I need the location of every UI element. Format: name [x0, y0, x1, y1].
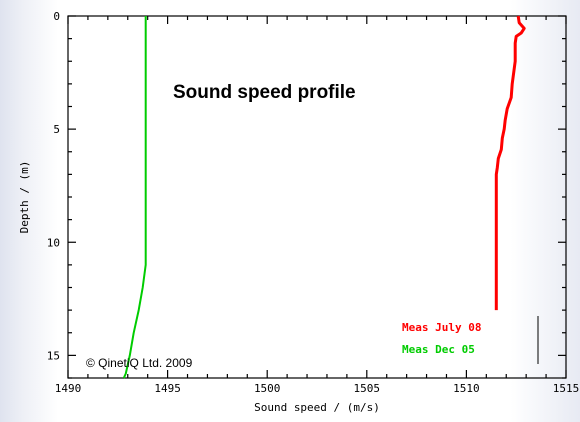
legend-label-july: Meas July 08 — [402, 321, 481, 334]
chart-title: Sound speed profile — [173, 82, 356, 103]
legend: Meas July 08 Meas Dec 05 — [402, 316, 539, 364]
x-tick-label: 1495 — [154, 382, 181, 395]
x-tick-label: 1505 — [354, 382, 381, 395]
x-axis-label: Sound speed / (m/s) — [254, 401, 380, 414]
legend-label-dec: Meas Dec 05 — [402, 343, 475, 356]
y-axis-label: Depth / (m) — [18, 161, 31, 234]
plot-frame — [67, 15, 567, 379]
x-tick-label: 1515 — [553, 382, 580, 395]
series-line-july — [494, 15, 526, 311]
series-line-dec — [122, 16, 147, 379]
x-tick-label: 1510 — [453, 382, 480, 395]
x-tick-label: 1500 — [254, 382, 281, 395]
x-tick-label: 1490 — [55, 382, 82, 395]
copyright-notice: © QinetiQ Ltd. 2009 — [86, 356, 193, 370]
y-tick-label: 0 — [53, 10, 60, 23]
y-tick-label: 5 — [53, 123, 60, 136]
y-tick-label: 15 — [47, 349, 60, 362]
y-tick-label: 10 — [47, 236, 60, 249]
